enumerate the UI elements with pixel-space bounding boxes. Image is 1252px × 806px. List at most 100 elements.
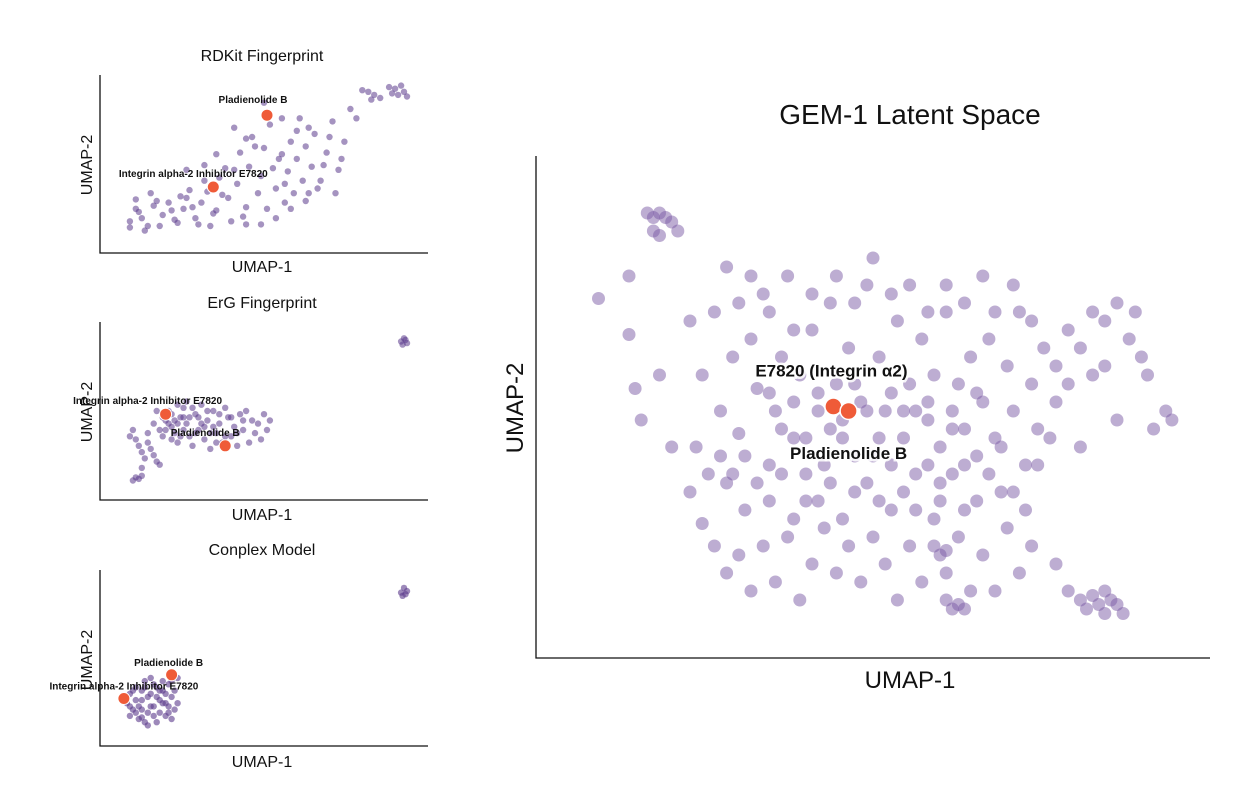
scatter-point <box>266 417 274 424</box>
scatter-point <box>695 368 709 382</box>
scatter-point <box>234 180 241 187</box>
scatter-point <box>132 436 139 443</box>
scatter-point <box>388 90 396 97</box>
scatter-point <box>144 439 151 446</box>
scatter-point <box>126 224 134 231</box>
scatter-point <box>189 404 196 411</box>
scatter-point <box>156 696 163 704</box>
scatter-point <box>976 269 990 283</box>
scatter-point <box>1073 341 1087 355</box>
scatter-point <box>1037 341 1051 355</box>
scatter-point <box>201 423 208 430</box>
highlight-point <box>260 108 274 122</box>
scatter-point <box>927 368 941 382</box>
scatter-point <box>335 166 342 173</box>
scatter-point <box>141 227 148 234</box>
scatter-point <box>347 105 354 113</box>
scatter-point <box>811 404 825 418</box>
scatter-point <box>921 458 935 472</box>
scatter-point <box>915 575 929 589</box>
scatter-point <box>207 429 214 437</box>
scatter-point <box>186 186 193 194</box>
scatter-point <box>1006 278 1020 292</box>
x-axis-label: UMAP-1 <box>232 259 293 276</box>
scatter-point <box>293 155 300 163</box>
scatter-point <box>738 449 752 463</box>
scatter-point <box>263 426 271 434</box>
scatter-point <box>1134 350 1148 364</box>
scatter-point <box>141 719 148 726</box>
scatter-point <box>909 404 923 418</box>
scatter-point <box>147 703 154 710</box>
scatter-point <box>141 455 148 462</box>
scatter-point <box>180 426 187 434</box>
scatter-point <box>293 127 300 134</box>
scatter-point <box>988 305 1002 319</box>
scatter-point <box>738 503 752 517</box>
scatter-point <box>254 420 262 427</box>
highlight-label: Integrin alpha-2 Inhibitor E7820 <box>73 396 222 407</box>
scatter-point <box>126 433 134 440</box>
scatter-point <box>720 260 734 274</box>
scatter-point <box>189 442 196 449</box>
scatter-point <box>195 414 202 421</box>
scatter-point <box>153 719 160 726</box>
scatter-point <box>793 368 807 382</box>
scatter-point <box>192 215 199 222</box>
scatter-point <box>707 305 721 319</box>
scatter-point <box>1061 584 1075 598</box>
scatter-point <box>183 420 190 427</box>
scatter-point <box>860 476 874 490</box>
scatter-point <box>970 386 984 400</box>
scatter-point <box>775 422 788 436</box>
scatter-point <box>129 426 137 434</box>
scatter-point <box>168 207 175 214</box>
scatter-point <box>377 94 384 102</box>
axes-frame <box>99 322 428 501</box>
scatter-point <box>787 512 801 526</box>
scatter-point <box>1049 395 1063 409</box>
scatter-point <box>147 674 154 682</box>
scatter-point <box>951 377 965 391</box>
scatter-point <box>781 530 795 544</box>
scatter-point <box>147 190 154 197</box>
scatter-point <box>281 180 288 187</box>
scatter-point <box>171 429 178 437</box>
scatter-point <box>829 377 843 391</box>
scatter-point <box>817 458 831 472</box>
scatter-point <box>842 539 856 553</box>
scatter-point <box>1116 607 1130 620</box>
scatter-point <box>138 706 145 713</box>
scatter-point <box>402 591 409 598</box>
scatter-point <box>994 485 1008 499</box>
scatter-point <box>213 439 220 446</box>
scatter-point <box>260 99 268 106</box>
highlight-point <box>117 692 131 705</box>
scatter-point <box>1098 584 1112 598</box>
scatter-point <box>159 433 166 440</box>
scatter-point <box>1019 503 1032 517</box>
highlight-label: Pladienolide B <box>134 658 203 669</box>
scatter-point <box>281 199 288 206</box>
scatter-point <box>970 449 984 463</box>
scatter-point <box>1012 305 1026 319</box>
scatter-point <box>168 436 175 443</box>
scatter-point <box>144 693 151 701</box>
scatter-point <box>231 423 238 430</box>
scatter-point <box>311 130 318 138</box>
scatter-point <box>768 404 782 418</box>
scatter-point <box>1165 413 1179 427</box>
scatter-point <box>903 377 917 391</box>
x-axis-label: UMAP-1 <box>232 754 293 771</box>
scatter-point <box>1049 557 1063 571</box>
chart-conplex-model: Conplex Model UMAP-1 UMAP-2 Pladienolide… <box>49 542 428 771</box>
scatter-point <box>341 138 348 145</box>
scatter-point <box>762 494 776 508</box>
scatter-point <box>150 420 157 427</box>
scatter-point <box>263 205 271 212</box>
scatter-point <box>945 404 959 418</box>
scatter-point <box>228 218 235 225</box>
scatter-point <box>726 350 740 364</box>
scatter-point <box>799 494 813 508</box>
scatter-point <box>242 221 250 228</box>
